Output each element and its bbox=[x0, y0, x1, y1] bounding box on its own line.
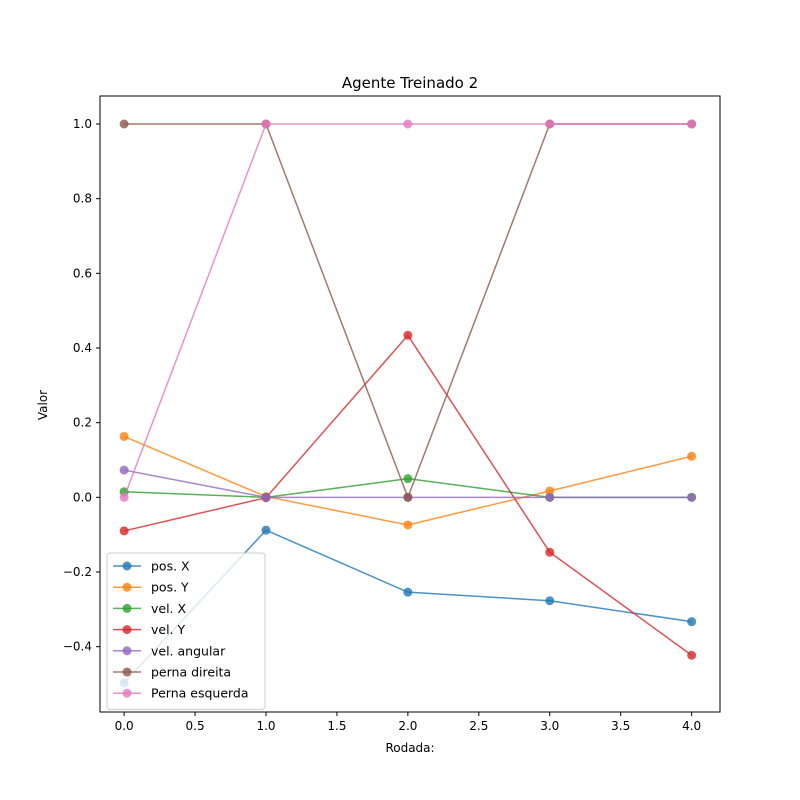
data-point bbox=[403, 492, 413, 502]
legend-entry: pos. Y bbox=[113, 580, 189, 595]
data-point bbox=[545, 492, 555, 502]
legend-entry: Perna esquerda bbox=[113, 686, 249, 701]
x-tick-label: 3.5 bbox=[611, 719, 630, 733]
data-point bbox=[261, 492, 271, 502]
axes-frame bbox=[99, 95, 721, 713]
data-point bbox=[545, 486, 555, 496]
y-tick-label: −0.2 bbox=[63, 565, 92, 579]
legend-box bbox=[106, 552, 266, 710]
y-tick-label: 0.0 bbox=[73, 490, 92, 504]
legend-marker bbox=[122, 603, 132, 613]
data-point bbox=[261, 525, 271, 535]
legend-marker bbox=[122, 667, 132, 677]
data-point bbox=[403, 119, 413, 129]
data-point bbox=[119, 119, 129, 129]
legend-marker bbox=[122, 646, 132, 656]
x-tick-label: 0.5 bbox=[186, 719, 205, 733]
legend-entry: vel. angular bbox=[113, 643, 226, 658]
legend-entry: vel. X bbox=[113, 601, 187, 616]
y-tick-label: −0.4 bbox=[63, 640, 92, 654]
legend-label: vel. angular bbox=[151, 643, 226, 658]
legend-entry: pos. X bbox=[113, 559, 190, 574]
legend-label: pos. X bbox=[151, 559, 190, 574]
y-tick-label: 0.4 bbox=[73, 341, 92, 355]
data-point bbox=[119, 465, 129, 475]
x-tick-label: 3.0 bbox=[540, 719, 559, 733]
legend-entry: vel. Y bbox=[113, 622, 186, 637]
series-perna-direita bbox=[119, 119, 697, 502]
data-point bbox=[687, 451, 697, 461]
legend-label: perna direita bbox=[151, 665, 231, 680]
legend-label: vel. Y bbox=[151, 622, 186, 637]
y-tick-label: 0.2 bbox=[73, 416, 92, 430]
data-point bbox=[545, 596, 555, 606]
y-tick-label: 0.6 bbox=[73, 266, 92, 280]
chart-title: Agente Treinado 2 bbox=[342, 74, 478, 92]
data-point bbox=[687, 617, 697, 627]
data-point bbox=[119, 431, 129, 441]
data-point bbox=[687, 650, 697, 660]
legend-marker bbox=[122, 561, 132, 571]
y-tick-label: 1.0 bbox=[73, 117, 92, 131]
data-point bbox=[261, 119, 271, 129]
x-tick-label: 1.0 bbox=[256, 719, 275, 733]
data-point bbox=[119, 526, 129, 536]
series-perna-esquerda bbox=[119, 119, 697, 502]
data-point bbox=[403, 520, 413, 530]
data-point bbox=[403, 474, 413, 484]
x-tick-label: 1.5 bbox=[327, 719, 346, 733]
data-point bbox=[403, 330, 413, 340]
series-line bbox=[124, 123, 692, 500]
legend-marker bbox=[122, 688, 132, 698]
legend-entry: perna direita bbox=[113, 665, 231, 680]
x-axis-label: Rodada: bbox=[385, 741, 434, 755]
x-tick-label: 4.0 bbox=[682, 719, 701, 733]
data-point bbox=[687, 492, 697, 502]
x-tick-label: 2.0 bbox=[398, 719, 417, 733]
data-point bbox=[545, 547, 555, 557]
data-point bbox=[687, 119, 697, 129]
x-tick-label: 2.5 bbox=[469, 719, 488, 733]
legend: pos. X pos. Y vel. X vel. Y vel. angular pern… bbox=[106, 552, 266, 710]
legend-marker bbox=[122, 582, 132, 592]
data-point bbox=[545, 119, 555, 129]
legend-marker bbox=[122, 625, 132, 635]
legend-label: vel. X bbox=[151, 601, 187, 616]
data-point bbox=[119, 492, 129, 502]
x-tick-label: 0.0 bbox=[115, 719, 134, 733]
legend-label: Perna esquerda bbox=[151, 686, 249, 701]
legend-label: pos. Y bbox=[151, 580, 189, 595]
series-line bbox=[123, 123, 692, 498]
series-vel-y bbox=[119, 330, 697, 660]
data-point bbox=[403, 587, 413, 597]
y-tick-label: 0.8 bbox=[73, 192, 92, 206]
y-axis-label: Valor bbox=[36, 390, 50, 420]
